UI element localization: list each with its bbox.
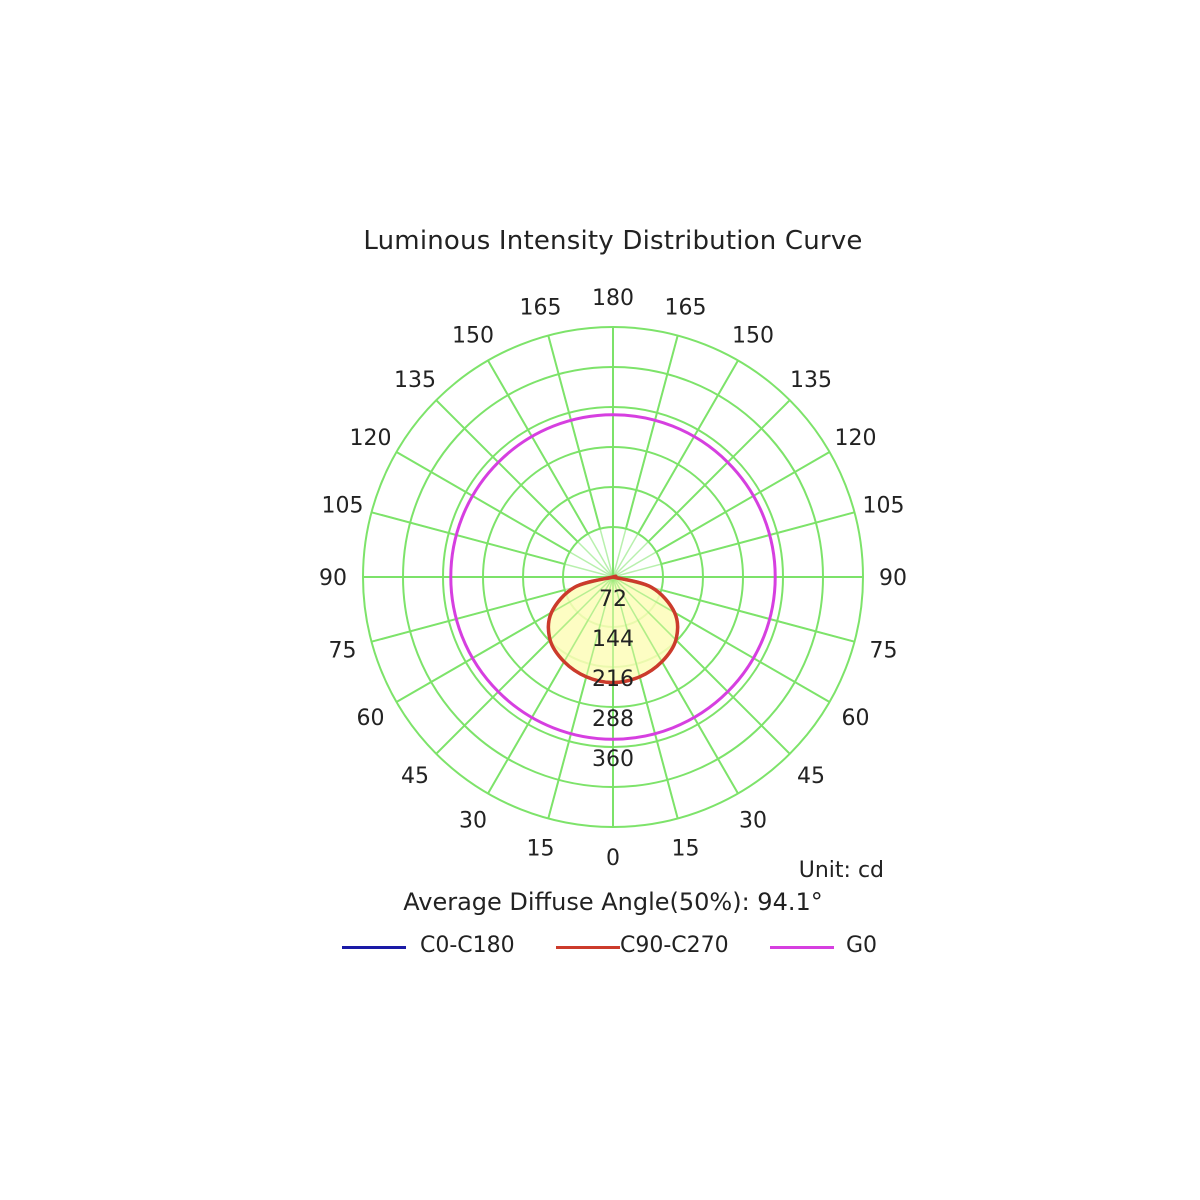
grid-spoke-overlay: [612, 360, 739, 578]
grid-spoke-overlay: [612, 576, 791, 755]
grid-spoke-overlay: [612, 576, 739, 794]
grid-spoke-overlay: [435, 399, 614, 578]
angle-labels: 0 15 30 45 60 75 90 105 120 135 150 165 180 15 30 45 60 7…: [319, 286, 907, 871]
legend: C0-C180 C90-C270 G0: [0, 930, 1200, 964]
angle-label: 90: [879, 566, 907, 591]
legend-swatch-g0: [770, 946, 834, 949]
legend-swatch-c0-c180: [342, 946, 406, 949]
grid-spoke-overlay: [487, 576, 614, 794]
angle-label: 135: [394, 368, 436, 393]
unit-label: Unit: cd: [798, 858, 884, 883]
angle-label: 135: [790, 368, 832, 393]
grid-spoke-overlay: [547, 335, 614, 578]
angle-label: 15: [671, 836, 699, 861]
grid-spoke-overlay: [612, 399, 791, 578]
grid-spoke-overlay: [487, 360, 614, 578]
angle-label: 105: [322, 494, 364, 519]
angle-label: 150: [452, 324, 494, 349]
angle-label: 150: [732, 324, 774, 349]
angle-label: 45: [401, 764, 429, 789]
angle-label: 120: [350, 426, 392, 451]
legend-label-c0-c180: C0-C180: [420, 933, 515, 958]
grid-spoke-overlay: [612, 576, 679, 819]
legend-swatch-c90-c270: [556, 946, 620, 949]
grid-spoke-overlay: [612, 335, 679, 578]
average-diffuse-angle: Average Diffuse Angle(50%): 94.1°: [403, 888, 823, 916]
angle-label: 180: [592, 286, 634, 311]
grid-spoke-overlay: [435, 576, 614, 755]
radial-tick-label: 216: [592, 667, 634, 692]
angle-label: 60: [357, 706, 385, 731]
grid-spoke-overlay: [612, 576, 830, 703]
angle-label: 105: [862, 494, 904, 519]
grid-spoke-overlay: [371, 511, 614, 578]
angle-label: 45: [797, 764, 825, 789]
angle-label: 30: [459, 808, 487, 833]
grid-spoke-overlay: [396, 576, 614, 703]
series-g0: [449, 413, 777, 741]
grid-spoke-overlay: [547, 576, 614, 819]
angle-label: 90: [319, 566, 347, 591]
legend-label-g0: G0: [846, 933, 878, 958]
grid-spoke-overlay: [612, 511, 855, 578]
angle-label: 30: [739, 808, 767, 833]
radial-tick-labels: 72 144 216 288 360: [592, 587, 634, 772]
grid-spoke-overlay: [396, 451, 614, 578]
radial-tick-label: 72: [599, 587, 627, 612]
angle-label: 165: [664, 296, 706, 321]
radial-tick-label: 288: [592, 707, 634, 732]
angle-label: 0: [606, 846, 620, 871]
angle-label: 165: [520, 296, 562, 321]
angle-label: 15: [527, 836, 555, 861]
grid-spoke-overlay: [612, 451, 830, 578]
legend-label-c90-c270: C90-C270: [620, 933, 729, 958]
angle-label: 120: [834, 426, 876, 451]
angle-label: 75: [329, 638, 357, 663]
radial-tick-label: 144: [592, 627, 634, 652]
chart-title: Luminous Intensity Distribution Curve: [363, 226, 863, 256]
radial-tick-label: 360: [592, 747, 634, 772]
series-curves: [449, 413, 777, 741]
angle-label: 60: [841, 706, 869, 731]
series-c90-c270: [546, 574, 680, 685]
angle-label: 75: [869, 638, 897, 663]
